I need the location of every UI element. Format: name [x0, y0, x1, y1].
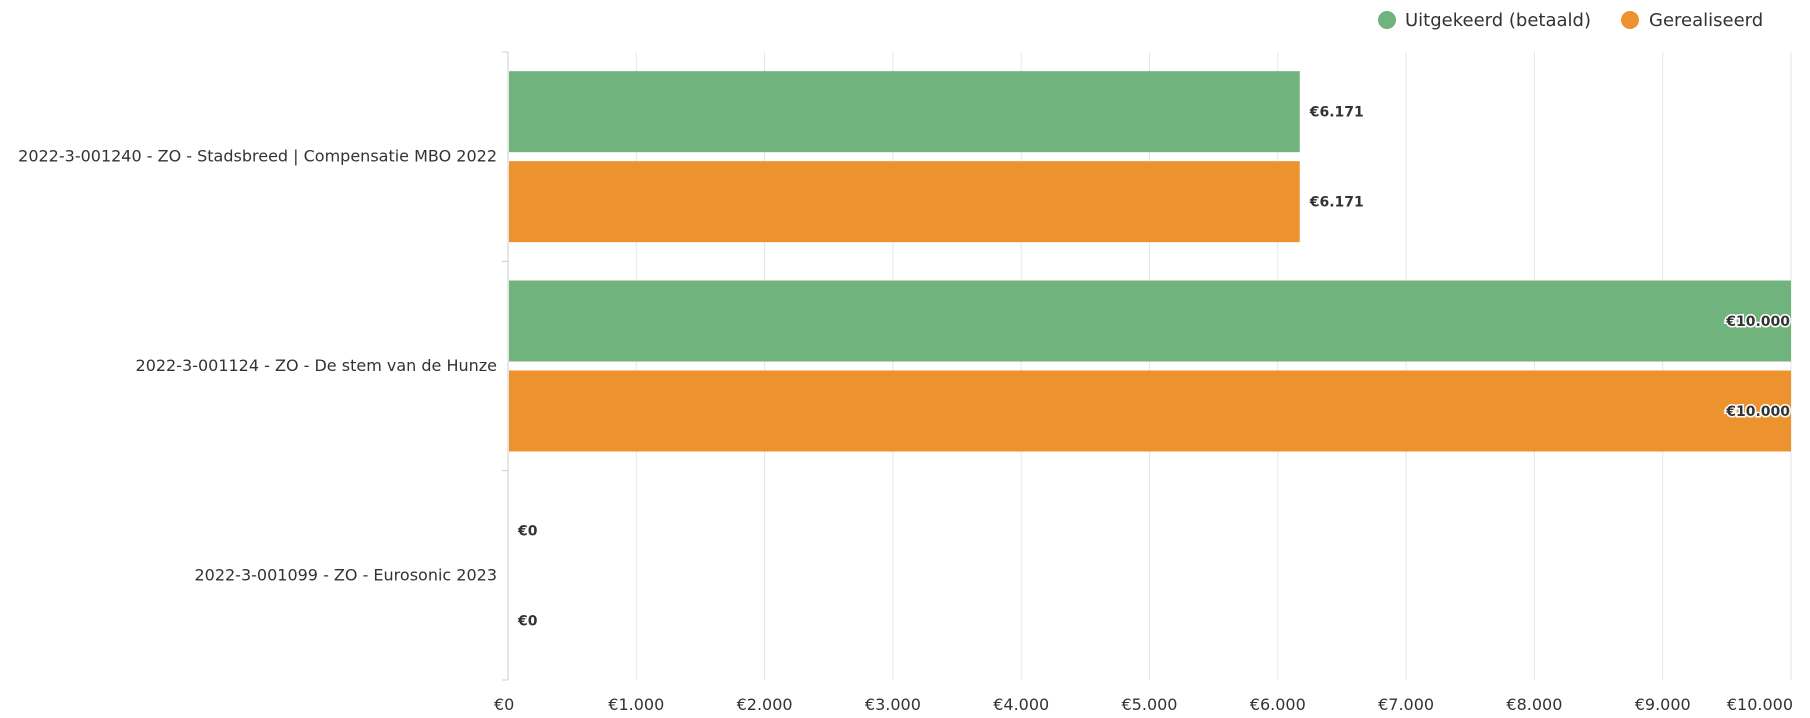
- gridlines: [635, 52, 1792, 680]
- bar-1-0[interactable]: [509, 161, 1300, 243]
- legend: Uitgekeerd (betaald) Gerealiseerd: [1378, 10, 1763, 31]
- x-tick-label-0: €0: [494, 695, 514, 714]
- category-label-0: 2022-3-001240 - ZO - Stadsbreed | Compen…: [18, 147, 497, 166]
- x-tick-label-10: €10.000: [1727, 695, 1793, 714]
- x-tick-label-2: €2.000: [737, 695, 793, 714]
- legend-swatch-1[interactable]: [1621, 11, 1639, 29]
- data-label-0-0: €6.171: [1309, 105, 1364, 121]
- category-axis: 2022-3-001240 - ZO - Stadsbreed | Compen…: [18, 51, 509, 681]
- x-tick-label-9: €9.000: [1635, 695, 1691, 714]
- bar-0-1[interactable]: [509, 280, 1791, 362]
- x-tick-label-8: €8.000: [1506, 695, 1562, 714]
- x-tick-label-7: €7.000: [1378, 695, 1434, 714]
- bars: [509, 71, 1791, 452]
- legend-label-1[interactable]: Gerealiseerd: [1649, 10, 1763, 31]
- category-label-1: 2022-3-001124 - ZO - De stem van de Hunz…: [136, 356, 497, 375]
- x-tick-label-3: €3.000: [865, 695, 921, 714]
- bar-1-1[interactable]: [509, 370, 1791, 452]
- x-tick-label-5: €5.000: [1122, 695, 1178, 714]
- value-axis: €0 €1.000 €2.000 €3.000 €4.000 €5.000 €6.000 €7…: [494, 695, 1793, 714]
- x-tick-label-6: €6.000: [1250, 695, 1306, 714]
- data-label-0-1: €10.000: [1725, 314, 1790, 330]
- legend-swatch-0[interactable]: [1378, 11, 1396, 29]
- bar-0-0[interactable]: [509, 71, 1300, 153]
- data-label-1-2: €0: [517, 613, 538, 629]
- data-labels: €6.171 €6.171 €10.000 €10.000 €0 €0: [517, 105, 1792, 630]
- legend-label-0[interactable]: Uitgekeerd (betaald): [1405, 10, 1591, 31]
- data-label-0-2: €0: [517, 523, 538, 539]
- data-label-1-0: €6.171: [1309, 195, 1364, 211]
- x-tick-label-4: €4.000: [993, 695, 1049, 714]
- x-tick-label-1: €1.000: [608, 695, 664, 714]
- category-label-2: 2022-3-001099 - ZO - Eurosonic 2023: [194, 565, 497, 584]
- data-label-1-1: €10.000: [1725, 404, 1790, 420]
